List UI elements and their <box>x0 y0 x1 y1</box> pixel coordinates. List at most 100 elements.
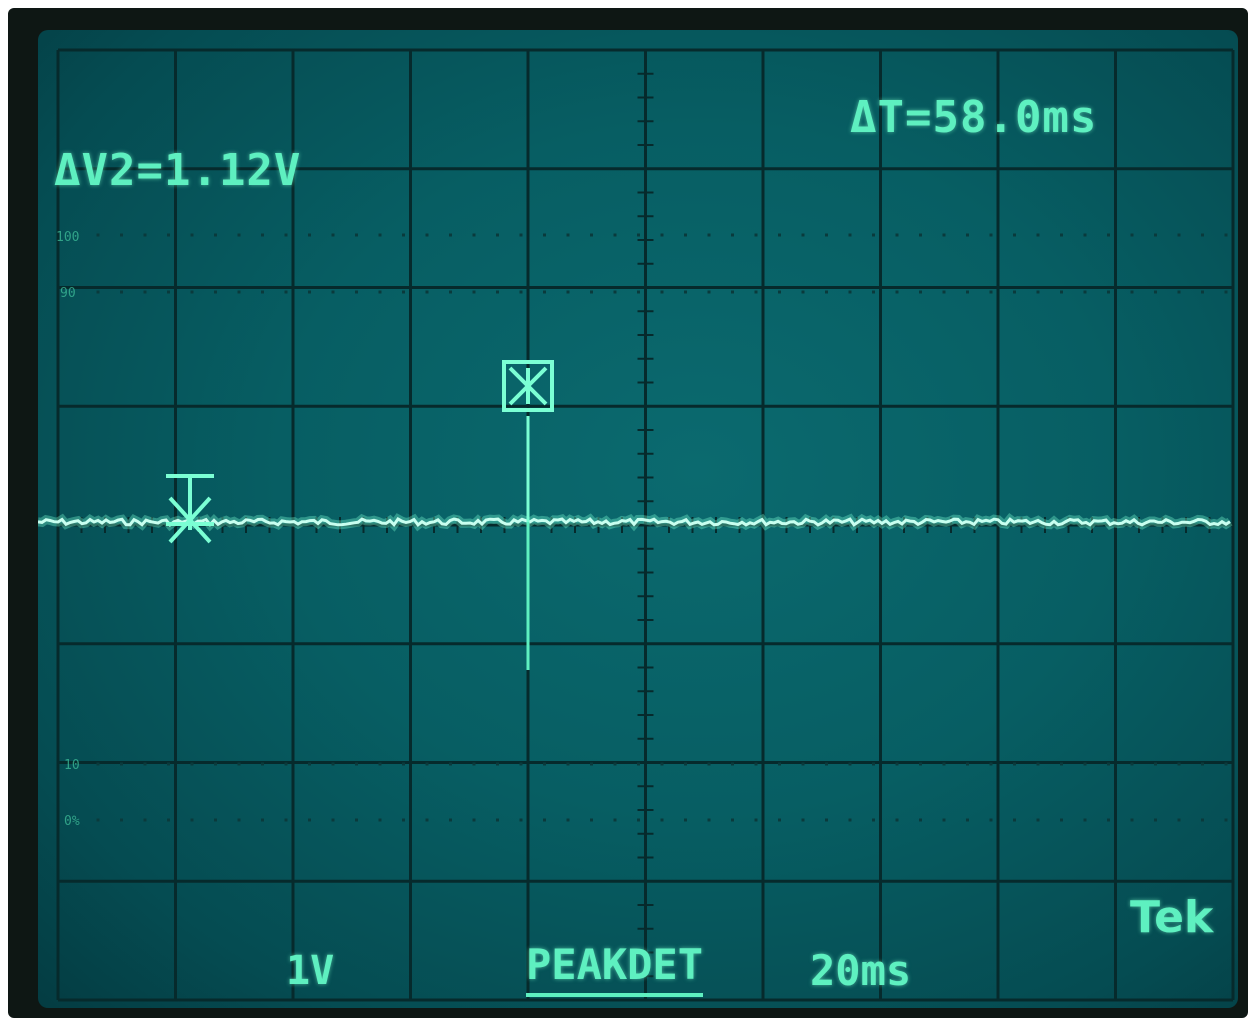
graticule-percent-dot <box>1036 233 1040 237</box>
graticule-percent-dot <box>1201 290 1204 294</box>
graticule-percent-dot <box>1060 290 1063 294</box>
graticule-percent-dot <box>261 290 264 294</box>
graticule-percent-dot <box>942 233 946 237</box>
graticule-label-10: 10 <box>64 758 80 773</box>
graticule-percent-dot <box>284 818 288 822</box>
oscilloscope-screen: 100 90 10 0% ΔV2=1.12V ΔT=58.0ms 1V PEAK… <box>38 30 1238 1008</box>
delta-time-readout: ΔT=58.0ms <box>850 92 1098 143</box>
graticule-percent-dot <box>637 818 640 822</box>
graticule-percent-dot <box>590 290 593 294</box>
graticule-percent-dot <box>1201 818 1204 822</box>
graticule-percent-dot <box>731 762 734 766</box>
graticule-percent-dot <box>1224 233 1228 237</box>
graticule-percent-dot <box>848 762 852 766</box>
graticule-percent-dot <box>872 290 875 294</box>
graticule-percent-dot <box>214 290 217 294</box>
graticule-percent-dot <box>1036 290 1040 294</box>
graticule-percent-dot <box>167 818 170 822</box>
graticule-percent-dot <box>1130 818 1134 822</box>
graticule-percent-dot <box>237 818 241 822</box>
graticule-percent-dot <box>120 818 123 822</box>
graticule-percent-dot <box>1083 290 1087 294</box>
graticule-percent-dot <box>872 818 875 822</box>
graticule-percent-dot <box>895 818 899 822</box>
graticule-label-90: 90 <box>60 286 76 301</box>
graticule-percent-dot <box>378 818 382 822</box>
graticule-percent-dot <box>637 290 640 294</box>
graticule-percent-dot <box>519 818 523 822</box>
graticule-percent-dot <box>355 290 358 294</box>
graticule-percent-dot <box>425 290 429 294</box>
graticule-percent-dot <box>214 818 217 822</box>
boxed-x-trigger-icon[interactable] <box>502 360 554 412</box>
graticule-percent-dot <box>778 233 781 237</box>
graticule-percent-dot <box>1154 290 1157 294</box>
graticule-label-100: 100 <box>56 230 80 245</box>
graticule-percent-dot <box>472 762 476 766</box>
graticule-percent-dot <box>707 233 711 237</box>
asterisk-cursor-icon[interactable] <box>166 474 214 544</box>
graticule-percent-dot <box>1013 233 1016 237</box>
graticule-percent-dot <box>425 233 429 237</box>
graticule-percent-dot <box>966 762 969 766</box>
graticule-percent-dot <box>1177 290 1181 294</box>
graticule-percent-dot <box>731 818 734 822</box>
graticule-percent-dot <box>660 762 664 766</box>
graticule-percent-dot <box>966 290 969 294</box>
graticule-percent-dot <box>942 818 946 822</box>
graticule-percent-dot <box>378 762 382 766</box>
graticule-percent-dot <box>496 290 499 294</box>
graticule-percent-dot <box>120 762 123 766</box>
graticule-percent-dot <box>496 762 499 766</box>
graticule-percent-dot <box>825 233 828 237</box>
graticule-percent-dot <box>543 818 546 822</box>
graticule-percent-dot <box>684 762 687 766</box>
graticule-percent-dot <box>1177 762 1181 766</box>
graticule-percent-dot <box>449 290 452 294</box>
graticule-percent-dot <box>96 762 100 766</box>
graticule-percent-dot <box>684 818 687 822</box>
graticule-percent-dot <box>613 818 617 822</box>
graticule-percent-dot <box>1201 233 1204 237</box>
graticule-percent-dot <box>895 233 899 237</box>
graticule-percent-dot <box>472 233 476 237</box>
graticule-percent-dot <box>1083 233 1087 237</box>
graticule-percent-dot <box>214 762 217 766</box>
graticule-percent-dot <box>919 290 922 294</box>
graticule-percent-dot <box>308 762 311 766</box>
graticule-percent-dot <box>1201 762 1204 766</box>
graticule-percent-dot <box>919 818 922 822</box>
graticule-percent-dot <box>778 762 781 766</box>
graticule-percent-dot <box>707 762 711 766</box>
graticule-percent-dot <box>1224 762 1228 766</box>
graticule-percent-dot <box>355 818 358 822</box>
graticule-percent-dot <box>355 762 358 766</box>
graticule-percent-dot <box>1107 818 1110 822</box>
graticule-percent-dot <box>237 290 241 294</box>
graticule-percent-dot <box>1177 818 1181 822</box>
graticule-label-0: 0% <box>64 814 80 829</box>
graticule-percent-dot <box>402 818 405 822</box>
graticule-percent-dot <box>919 762 922 766</box>
graticule-percent-dot <box>402 233 405 237</box>
graticule-percent-dot <box>190 290 194 294</box>
graticule-percent-dot <box>1154 818 1157 822</box>
graticule-percent-dot <box>519 290 523 294</box>
graticule-percent-dot <box>801 233 805 237</box>
graticule-percent-dot <box>308 818 311 822</box>
graticule-percent-dot <box>496 818 499 822</box>
graticule-center-ticks <box>57 49 1234 1001</box>
graticule-percent-dot <box>120 233 123 237</box>
graticule-percent-dot <box>1060 233 1063 237</box>
graticule-percent-dot <box>825 818 828 822</box>
graticule-percent-dot <box>190 818 194 822</box>
graticule-percent-dot <box>613 762 617 766</box>
graticule-percent-dot <box>1060 818 1063 822</box>
graticule-percent-dot <box>1036 762 1040 766</box>
graticule-percent-dot <box>1130 233 1134 237</box>
graticule-percent-dot <box>449 818 452 822</box>
graticule-percent-dot <box>637 233 640 237</box>
time-per-division-readout: 20ms <box>810 946 912 995</box>
graticule-percent-dot <box>1224 818 1228 822</box>
graticule-percent-dot <box>637 762 640 766</box>
